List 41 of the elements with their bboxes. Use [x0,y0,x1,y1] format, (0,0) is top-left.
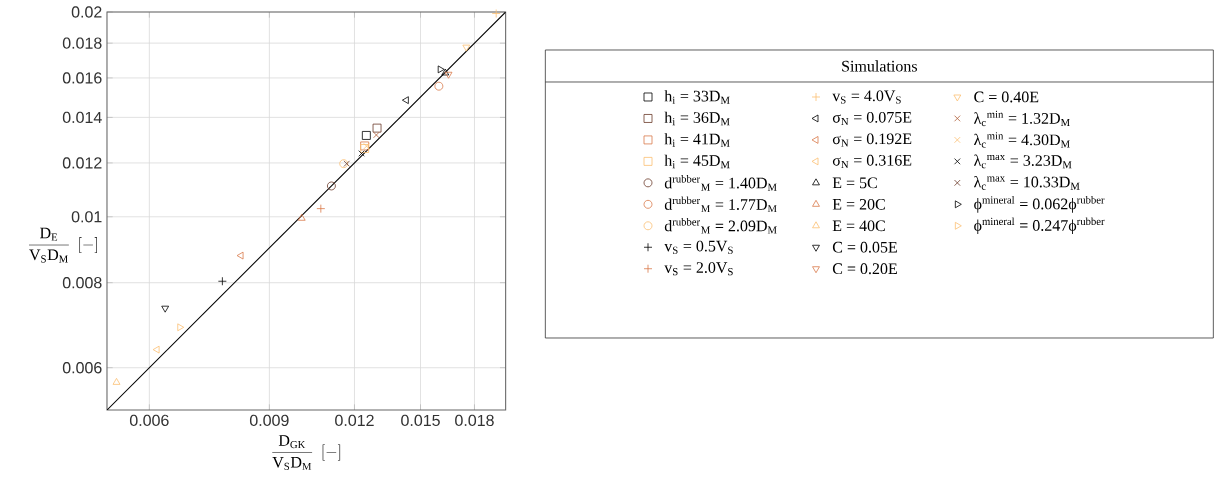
x-tick-label: 0.006 [129,414,169,427]
legend-label: ϕ$^{mineral}$ = 0.062ϕ$^{rubber}$ [974,196,1105,213]
legend-label: λ$_{c}$$^{max}$ = 10.33D$_{M}$ [974,175,1080,190]
legend-label: d$^{rubber}$$_{M}$ = 1.40D$_{M}$ [664,175,777,191]
legend-label: d$^{rubber}$$_{M}$ = 2.09D$_{M}$ [664,217,777,234]
legend-label: σ$_{N}$ = 0.075E [832,111,912,125]
y-tick-label: 0.008 [62,277,102,289]
legend-label: E = 40C [832,220,885,232]
legend-label: v$_{S}$ = 0.5V$_{S}$ [664,240,733,254]
x-tick-label: 0.018 [455,414,494,427]
legend-label: h$_{i}$ = 45D$_{M}$ [664,154,730,169]
legend-label: h$_{i}$ = 36D$_{M}$ [664,111,730,126]
x-tick-label: 0.012 [335,414,374,427]
y-tick-label: 0.006 [62,362,102,374]
legend-label: E = 5C [832,177,877,189]
legend-title: Simulations [842,60,917,72]
x-tick-label: 0.009 [249,414,289,427]
legend-label: ϕ$^{mineral}$ = 0.247ϕ$^{rubber}$ [974,217,1105,235]
legend-label: C = 0.05E [832,241,897,253]
y-tick-label: 0.01 [71,211,102,223]
y-tick-label: 0.02 [71,6,102,18]
legend-label: d$^{rubber}$$_{M}$ = 1.77D$_{M}$ [664,196,777,213]
legend-label: σ$_{N}$ = 0.192E [832,133,912,147]
legend-label: h$_{i}$ = 41D$_{M}$ [664,133,730,147]
y-tick-label: 0.014 [62,111,102,124]
legend-label: v$_{S}$ = 2.0V$_{S}$ [664,262,733,276]
legend-label: h$_{i}$ = 33D$_{M}$ [664,90,730,104]
x-tick-label: 0.015 [401,414,440,427]
y-tick-label: 0.012 [62,157,102,169]
legend-label: C = 0.20E [832,263,897,275]
y-tick-label: 0.016 [62,72,102,84]
legend-label: C = 0.40E [974,91,1039,103]
legend-label: λ$_{c}$$^{max}$ = 3.23D$_{M}$ [974,154,1072,169]
x-axis-title: $\frac{\mathrm{D_{GK}}}{\mathrm{V_{S}D_{M}}}\;\left[-\right]$ [272,435,341,470]
legend-label: λ$_{c}$$^{min}$ = 4.30D$_{M}$ [974,132,1070,148]
legend-label: E = 20C [832,198,885,210]
legend-label: v$_{S}$ = 4.0V$_{S}$ [832,90,901,104]
legend-label: σ$_{N}$ = 0.316E [832,154,912,168]
y-tick-label: 0.018 [62,37,102,49]
legend-label: λ$_{c}$$^{min}$ = 1.32D$_{M}$ [974,110,1070,127]
y-axis-title: $\frac{\mathrm{D_{E}}}{\mathrm{V_{S}D_{M}}}\;\left[-\right]$ [29,227,97,263]
